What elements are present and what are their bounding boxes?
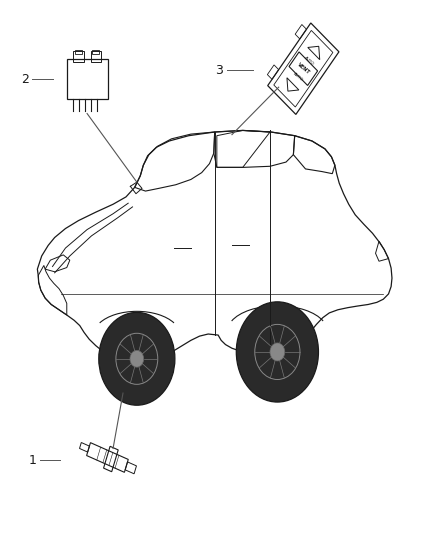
Text: AUTO: AUTO [303,55,314,66]
Circle shape [270,343,285,361]
Circle shape [99,312,175,405]
Bar [91,51,101,62]
Text: 2: 2 [21,73,29,86]
Bar [73,51,84,62]
Text: 1: 1 [28,454,36,466]
Bar [92,50,99,54]
Circle shape [130,351,144,367]
Circle shape [236,302,318,402]
Text: VENT: VENT [296,62,311,75]
Text: AUTO: AUTO [292,71,304,82]
Bar [67,60,108,99]
Bar [75,50,82,54]
Text: 3: 3 [215,64,223,77]
